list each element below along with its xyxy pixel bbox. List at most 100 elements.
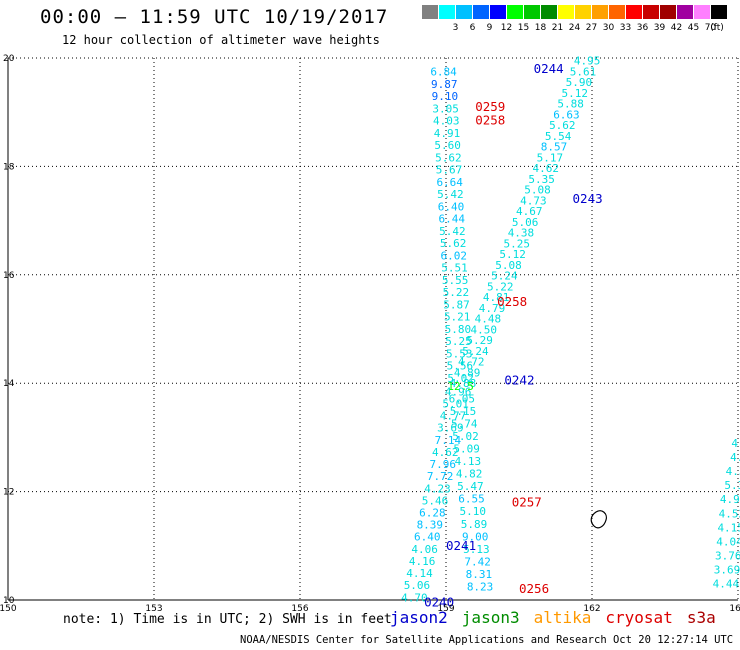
wave-height-value: 4.50 <box>470 323 497 336</box>
wave-height-value: 5.74 <box>451 418 478 431</box>
legend-swatch <box>524 5 540 19</box>
legend-label: 9 <box>486 23 493 33</box>
wave-height-value: 4.62 <box>432 446 459 459</box>
latitude-tick-label: 10 <box>3 596 15 606</box>
wave-height-value: 4.52 <box>719 507 740 520</box>
pass-label: 0257 <box>512 494 542 509</box>
wave-height-value: 4.44 <box>713 578 740 591</box>
wave-height-value: 4.88 <box>450 377 477 390</box>
wave-height-value: 4.73 <box>520 194 547 207</box>
wave-height-value: 4.3 <box>726 465 740 478</box>
wave-height-value: 4.93 <box>720 493 740 506</box>
wave-height-value: 9.10 <box>432 90 459 103</box>
wave-height-value: 4.04 <box>716 535 740 548</box>
wave-height-value: 5.35 <box>528 173 555 186</box>
wave-height-value: 5.06 <box>404 579 431 592</box>
legend-unit: (ft) <box>710 23 724 33</box>
longitude-tick-label: 156 <box>291 604 308 614</box>
wave-height-value: 4.38 <box>508 227 535 240</box>
wave-height-value: 6.40 <box>438 200 465 213</box>
latitude-tick-label: 12 <box>3 488 14 498</box>
wave-height-value: 5.60 <box>434 139 461 152</box>
wave-height-value: 4.03 <box>433 115 460 128</box>
wave-height-value: 4.82 <box>456 468 483 481</box>
wave-height-value: 5.22 <box>443 286 470 299</box>
wave-height-value: 5.61 <box>570 65 597 78</box>
wave-height-value: 5.89 <box>461 518 488 531</box>
wave-height-value: 5.12 <box>561 87 588 100</box>
wave-height-value: 4.13 <box>455 455 482 468</box>
wave-height-value: 4.96 <box>445 385 472 398</box>
wave-height-value: 8.23 <box>467 580 494 593</box>
legend-swatch <box>575 5 591 19</box>
wave-height-value: 5.13 <box>463 543 490 556</box>
wave-height-value: 5.06 <box>512 216 539 229</box>
wave-height-value: 5.62 <box>549 119 576 132</box>
longitude-tick-label: 159 <box>437 604 454 614</box>
wave-height-value: 6.44 <box>438 213 465 226</box>
wave-height-value: 6.05 <box>449 392 476 405</box>
wave-height-value: 5.56 <box>447 360 474 373</box>
latitude-tick-label: 18 <box>3 162 15 172</box>
pass-label: 0240 <box>424 595 454 610</box>
legend-label: 18 <box>534 23 547 33</box>
wave-height-value: 5.24 <box>462 345 489 358</box>
legend-label: 12 <box>500 23 513 33</box>
wave-height-value: 3.69 <box>437 422 464 435</box>
map-title: 00:00 – 11:59 UTC 10/19/2017 <box>40 6 389 28</box>
wave-height-value: 5.62 <box>435 151 462 164</box>
wave-height-value: 5.47 <box>457 480 484 493</box>
wave-height-value: 5.08 <box>495 259 522 272</box>
wave-height-value: 5.90 <box>566 76 593 89</box>
legend-swatch <box>456 5 472 19</box>
wave-height-value: 7.96 <box>429 458 456 471</box>
wave-height-value: 9.87 <box>431 78 458 91</box>
wave-height-value: 4.95 <box>574 55 601 68</box>
wave-height-value: 5.22 <box>487 280 514 293</box>
legend-label: 45 <box>687 23 700 33</box>
wave-height-value: 3.05 <box>432 102 459 115</box>
wave-height-value: 5.08 <box>524 184 551 197</box>
wave-height-value: 4.81 <box>483 291 510 304</box>
wave-height-value: 5.42 <box>437 188 464 201</box>
wave-height-value: 5.21 <box>444 311 471 324</box>
wave-height-value: 4.16 <box>409 555 436 568</box>
wave-height-value: 5.51 <box>441 262 468 275</box>
wave-height-value: 5.80 <box>445 323 472 336</box>
longitude-tick-label: 153 <box>145 604 162 614</box>
wave-height-value: 5.24 <box>491 270 518 283</box>
map-subtitle: 12 hour collection of altimeter wave hei… <box>62 33 380 47</box>
legend-swatch <box>558 5 574 19</box>
wave-height-value: 5.15 <box>450 405 477 418</box>
pass-label: 0241 <box>446 538 476 553</box>
axis-labels: 150 153 156 159 162 165 10 12 14 16 18 20 <box>0 54 740 614</box>
wave-height-value: 4.89 <box>454 366 481 379</box>
pass-label: 0259 <box>475 99 505 114</box>
wave-height-value: 6.64 <box>436 176 463 189</box>
wave-height-value: 6.40 <box>414 531 441 544</box>
wave-height-value: 5.02 <box>452 430 479 443</box>
wave-height-value: 7.14 <box>435 434 462 447</box>
legend-swatch <box>422 5 438 19</box>
wave-height-value: 5.17 <box>537 151 564 164</box>
legend-label: 36 <box>636 23 649 33</box>
legend-label: 27 <box>585 23 598 33</box>
wave-height-value: 4.23 <box>424 482 451 495</box>
wave-height-value: 12.5 <box>447 380 474 393</box>
wave-height-value: 4.15 <box>717 521 740 534</box>
wave-height-value: 5.53 <box>446 347 473 360</box>
wave-height-value: 5.62 <box>440 237 467 250</box>
legend-swatch <box>541 5 557 19</box>
latitude-tick-label: 20 <box>3 54 15 64</box>
wave-height-value: 4.72 <box>458 356 485 369</box>
wave-height-value: 4.67 <box>516 205 543 218</box>
wave-height-value: 4.77 <box>440 410 467 423</box>
legend-swatch <box>439 5 455 19</box>
legend-swatch <box>677 5 693 19</box>
longitude-tick-label: 150 <box>0 604 17 614</box>
latitude-tick-label: 14 <box>3 379 15 389</box>
pass-label: 0258 <box>475 112 505 127</box>
wave-height-value: 5.87 <box>443 298 470 311</box>
satellite-legend-item: s3a <box>686 608 716 627</box>
